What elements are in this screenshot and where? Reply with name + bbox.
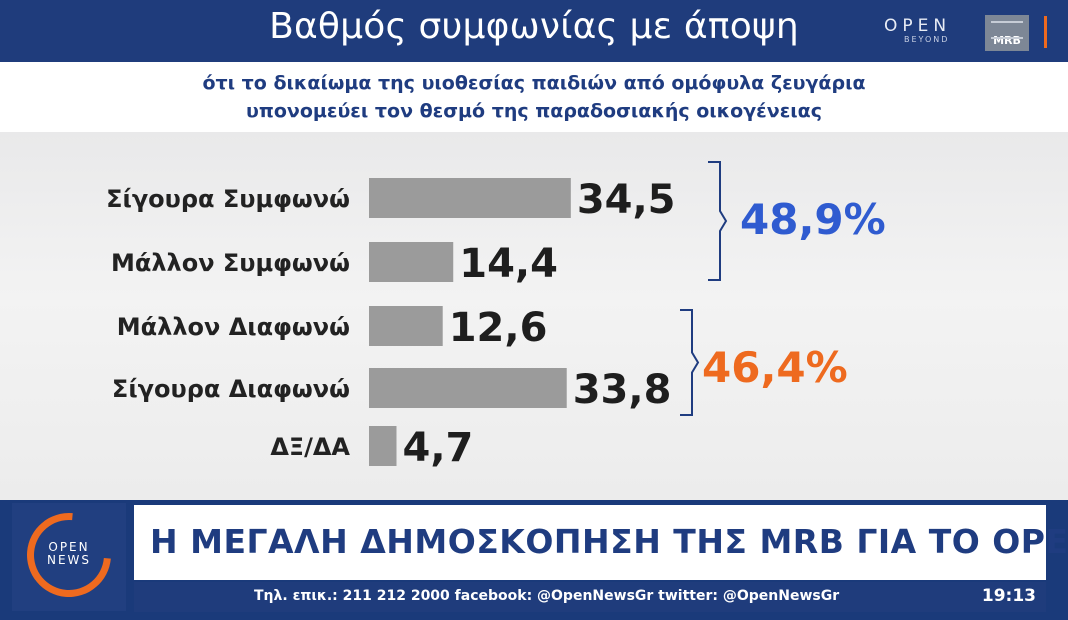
open-news-logo-text: OPEN NEWS [12, 541, 126, 567]
logo-text-line-1: OPEN [48, 540, 90, 554]
ticker-bar: Τηλ. επικ.: 211 212 2000 facebook: @Open… [134, 582, 1046, 612]
category-label: Μάλλον Διαφωνώ [117, 313, 350, 341]
category-label: Μάλλον Συμφωνώ [111, 249, 350, 277]
logo-text-line-2: NEWS [46, 553, 92, 567]
news-headline: Η ΜΕΓΑΛΗ ΔΗΜΟΣΚΟΠΗΣΗ ΤΗΣ MRB ΓΙΑ ΤΟ OPEN [150, 522, 1068, 561]
mrb-logo: MRB [985, 15, 1029, 51]
category-label: Σίγουρα Διαφωνώ [112, 375, 350, 403]
value-label: 4,7 [402, 425, 473, 471]
subtitle-box: ότι το δικαίωμα της υιοθεσίας παιδιών απ… [0, 62, 1068, 132]
value-label: 12,6 [449, 305, 548, 351]
bar [369, 426, 397, 466]
subtitle-line-1: ότι το δικαίωμα της υιοθεσίας παιδιών απ… [202, 72, 866, 94]
category-label: ΔΞ/ΔΑ [270, 433, 350, 461]
group-total-label: 48,9% [740, 195, 886, 244]
bar [369, 306, 443, 346]
page-title: Βαθμός συμφωνίας με άποψη [269, 6, 799, 47]
bar-chart: Σίγουρα Συμφωνώ 34,5 Μάλλον Συμφωνώ 14,4 Μάλ… [106, 161, 886, 471]
clock: 19:13 [981, 586, 1036, 606]
value-label: 33,8 [573, 367, 672, 413]
bar [369, 368, 567, 408]
open-logo-word: OPEN [884, 16, 952, 36]
bar [369, 178, 571, 218]
subtitle-line-2: υπονομεύει τον θεσμό της παραδοσιακής οι… [246, 100, 822, 122]
chart-area: Σίγουρα Συμφωνώ 34,5 Μάλλον Συμφωνώ 14,4 Μάλ… [0, 132, 1068, 500]
ticker-text: Τηλ. επικ.: 211 212 2000 facebook: @Open… [254, 588, 840, 604]
open-logo: OPEN BEYOND [884, 16, 951, 44]
value-label: 34,5 [577, 177, 676, 223]
value-label: 14,4 [459, 241, 558, 287]
bar [369, 242, 454, 282]
open-news-logo: OPEN NEWS [9, 495, 129, 615]
open-logo-sub: BEYOND [904, 35, 950, 44]
group-total-label: 46,4% [702, 343, 848, 392]
group-bracket [708, 161, 728, 281]
group-bracket [680, 309, 700, 416]
header-accent-bar [1044, 16, 1047, 48]
header-band: Βαθμός συμφωνίας με άποψη OPEN BEYOND MR… [0, 0, 1068, 62]
headline-box: Η ΜΕΓΑΛΗ ΔΗΜΟΣΚΟΠΗΣΗ ΤΗΣ MRB ΓΙΑ ΤΟ OPEN [134, 505, 1068, 580]
category-label: Σίγουρα Συμφωνώ [106, 185, 350, 213]
